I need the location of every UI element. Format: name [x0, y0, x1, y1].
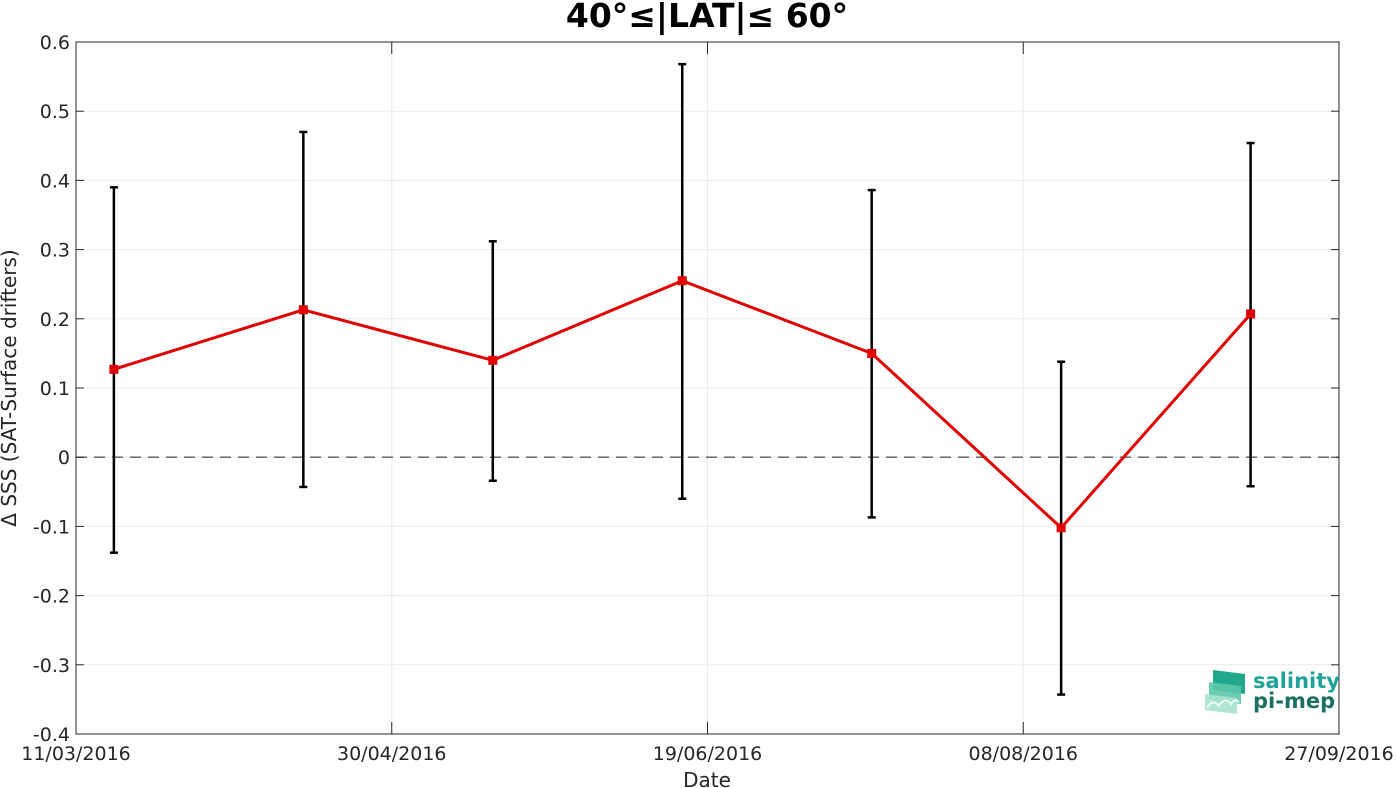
- x-tick-label: 08/08/2016: [968, 743, 1078, 765]
- y-tick-label: 0.5: [40, 101, 70, 123]
- data-point: [298, 305, 308, 315]
- y-tick-label: -0.1: [33, 516, 70, 538]
- x-tick-label: 11/03/2016: [21, 743, 131, 765]
- data-point: [1056, 523, 1066, 533]
- y-axis-label: Δ SSS (SAT-Surface drifters): [0, 249, 21, 526]
- y-tick-label: -0.2: [33, 586, 70, 608]
- chart-title: 40°≤|LAT|≤ 60°: [566, 0, 848, 35]
- wave-logo-icon: [1205, 670, 1245, 714]
- y-tick-label: -0.3: [33, 655, 70, 677]
- logo-line1: salinity: [1253, 669, 1340, 693]
- salinity-pi-mep-logo: salinity pi-mep: [1205, 669, 1340, 714]
- y-tick-label: 0.3: [40, 240, 70, 262]
- y-axis-ticks: 0.6 0.5 0.4 0.3 0.2 0.1 0 -0.1 -0.2 -0.3 -0.4: [33, 32, 1339, 746]
- data-point: [1246, 309, 1256, 319]
- x-tick-label: 27/09/2016: [1284, 743, 1394, 765]
- x-axis-label: Date: [683, 768, 731, 788]
- data-point: [677, 276, 687, 286]
- y-tick-label: 0: [58, 447, 70, 469]
- x-tick-label: 30/04/2016: [337, 743, 447, 765]
- logo-line2: pi-mep: [1253, 689, 1335, 713]
- y-tick-label: 0.2: [40, 309, 70, 331]
- series-line: [109, 276, 1256, 533]
- data-point: [109, 364, 119, 374]
- data-point: [867, 348, 877, 358]
- x-axis-ticks: 11/03/2016 30/04/2016 19/06/2016 08/08/2016…: [21, 42, 1394, 765]
- data-point: [488, 355, 498, 365]
- y-tick-label: 0.1: [40, 378, 70, 400]
- y-tick-label: -0.4: [33, 724, 70, 746]
- y-tick-label: 0.6: [40, 32, 70, 54]
- x-tick-label: 19/06/2016: [653, 743, 763, 765]
- y-tick-label: 0.4: [40, 170, 70, 192]
